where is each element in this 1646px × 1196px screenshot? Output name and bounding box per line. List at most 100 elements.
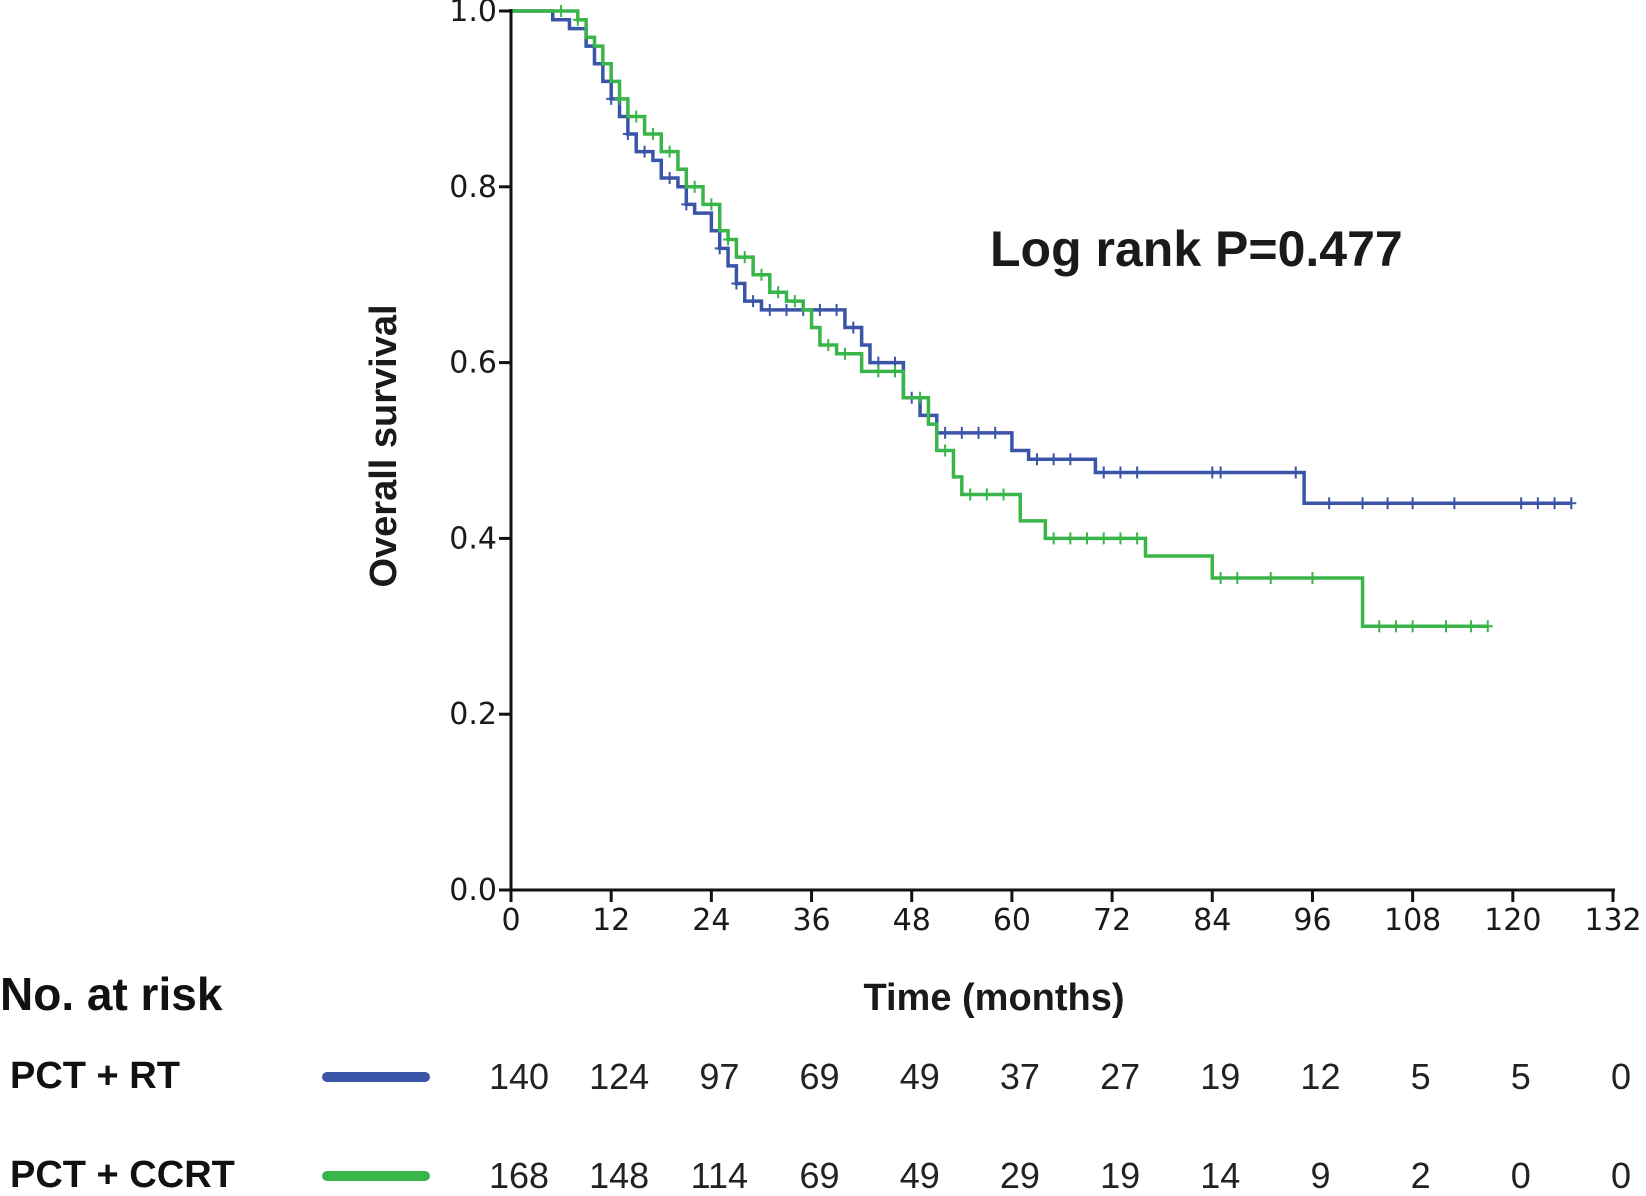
- censor-mark: [956, 426, 967, 439]
- x-tick-label: 108: [1384, 903, 1441, 938]
- censor-mark: [764, 303, 775, 316]
- risk-table-title: No. at risk: [0, 968, 223, 1020]
- censor-mark: [647, 128, 658, 141]
- censor-mark: [1115, 466, 1126, 479]
- y-tick-label: 0.8: [449, 170, 497, 205]
- risk-count: 168: [489, 1155, 549, 1196]
- censor-mark: [1132, 466, 1143, 479]
- censor-mark: [998, 488, 1009, 501]
- x-tick-label: 120: [1484, 903, 1541, 938]
- risk-count: 140: [489, 1056, 549, 1097]
- x-tick-label: 96: [1293, 903, 1331, 938]
- censor-mark: [1449, 497, 1460, 510]
- risk-count: 9: [1310, 1155, 1330, 1196]
- censor-mark: [1566, 497, 1577, 510]
- censor-mark: [1357, 497, 1368, 510]
- risk-row-pct-rt: PCT + RT 140 124 97 69 49 37 27 19 12 5 5 0: [10, 1055, 1631, 1097]
- risk-count: 29: [1000, 1155, 1040, 1196]
- x-tick-label: 132: [1584, 903, 1641, 938]
- risk-count: 69: [800, 1155, 840, 1196]
- censor-mark: [814, 303, 825, 316]
- risk-count: 27: [1100, 1056, 1140, 1097]
- censor-mark: [973, 426, 984, 439]
- censor-mark: [664, 145, 675, 158]
- censor-mark: [990, 426, 1001, 439]
- censor-mark: [823, 339, 834, 352]
- censor-mark: [706, 198, 717, 211]
- x-tick-label: 72: [1093, 903, 1131, 938]
- censor-mark: [773, 286, 784, 299]
- censor-mark: [689, 180, 700, 193]
- censor-mark: [940, 426, 951, 439]
- censor-mark: [1232, 571, 1243, 584]
- censor-mark: [1466, 620, 1477, 633]
- censor-mark: [789, 295, 800, 308]
- censor-mark: [1031, 453, 1042, 466]
- censor-mark: [1324, 497, 1335, 510]
- censor-mark: [606, 92, 617, 105]
- censor-mark: [639, 145, 650, 158]
- censor-mark: [1065, 532, 1076, 545]
- risk-row-pct-ccrt: PCT + CCRT 168 148 114 69 49 29 19 14 9 2 0 0: [10, 1154, 1631, 1196]
- risk-count: 49: [900, 1155, 940, 1196]
- risk-group-label: PCT + CCRT: [10, 1154, 235, 1196]
- risk-count: 0: [1611, 1056, 1631, 1097]
- censor-mark: [631, 110, 642, 123]
- y-axis-label: Overall survival: [363, 304, 405, 587]
- y-tick-label: 0.6: [449, 346, 497, 381]
- log-rank-annotation: Log rank P=0.477: [990, 221, 1403, 277]
- censor-mark: [839, 347, 850, 360]
- censor-mark: [890, 365, 901, 378]
- censor-mark: [1048, 453, 1059, 466]
- risk-count: 0: [1611, 1155, 1631, 1196]
- censor-mark: [1407, 497, 1418, 510]
- x-tick-label: 12: [592, 903, 630, 938]
- censor-mark: [1115, 532, 1126, 545]
- censor-mark: [1207, 466, 1218, 479]
- survival-curve: [511, 9, 1488, 629]
- risk-count: 14: [1200, 1155, 1240, 1196]
- censor-mark: [1098, 466, 1109, 479]
- survival-curve: [511, 9, 1572, 505]
- y-tick-label: 0.0: [449, 873, 497, 908]
- censor-mark: [1482, 620, 1493, 633]
- censor-mark: [1407, 620, 1418, 633]
- censor-mark: [1048, 532, 1059, 545]
- y-tick-label: 0.4: [449, 521, 497, 556]
- risk-count: 49: [900, 1056, 940, 1097]
- censor-mark: [1532, 497, 1543, 510]
- censor-mark: [831, 303, 842, 316]
- risk-group-label: PCT + RT: [10, 1055, 180, 1097]
- risk-count: 5: [1411, 1056, 1431, 1097]
- censor-mark: [714, 242, 725, 255]
- censor-mark: [1215, 571, 1226, 584]
- x-tick-label: 24: [692, 903, 730, 938]
- censor-mark: [1374, 620, 1385, 633]
- censor-mark: [681, 198, 692, 211]
- risk-count: 148: [589, 1155, 649, 1196]
- censor-mark: [756, 268, 767, 281]
- censor-mark: [731, 277, 742, 290]
- risk-count: 114: [691, 1155, 748, 1196]
- censor-mark: [614, 92, 625, 105]
- censor-mark: [1082, 532, 1093, 545]
- censor-mark: [1382, 497, 1393, 510]
- x-tick-label: 0: [501, 903, 520, 938]
- series-pct-rt: [511, 9, 1577, 510]
- risk-count: 69: [800, 1056, 840, 1097]
- censor-mark: [1065, 453, 1076, 466]
- series-pct-ccrt: [511, 5, 1493, 633]
- risk-count: 0: [1511, 1155, 1531, 1196]
- x-axis-label: Time (months): [863, 977, 1124, 1019]
- x-tick-label: 84: [1193, 903, 1231, 938]
- censor-mark: [739, 251, 750, 264]
- censor-mark: [1290, 466, 1301, 479]
- censor-mark: [572, 13, 583, 26]
- censor-mark: [873, 365, 884, 378]
- censor-mark: [1390, 620, 1401, 633]
- censor-mark: [1098, 532, 1109, 545]
- censor-mark: [1516, 497, 1527, 510]
- risk-count: 2: [1411, 1155, 1431, 1196]
- x-tick-label: 48: [893, 903, 931, 938]
